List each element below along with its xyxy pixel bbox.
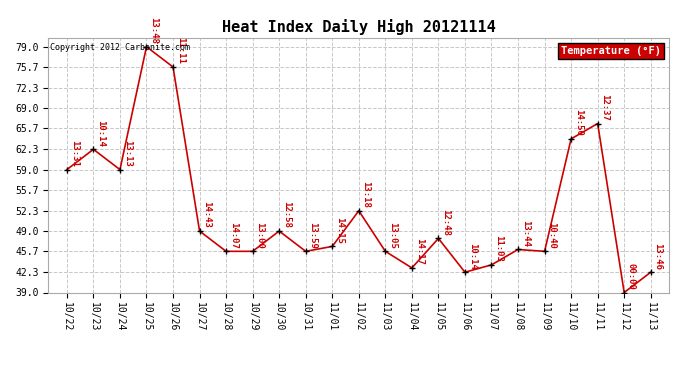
- Legend: Temperature (°F): Temperature (°F): [558, 43, 664, 59]
- Text: 11:03: 11:03: [494, 235, 503, 262]
- Text: Copyright 2012 Carbonite.com: Copyright 2012 Carbonite.com: [50, 43, 190, 52]
- Text: 12:37: 12:37: [600, 94, 609, 121]
- Text: 13:13: 13:13: [123, 140, 132, 167]
- Text: 14:15: 14:15: [335, 217, 344, 244]
- Text: 13:31: 13:31: [70, 140, 79, 167]
- Text: 14:17: 14:17: [415, 238, 424, 265]
- Text: 13:48: 13:48: [149, 17, 158, 44]
- Text: 10:40: 10:40: [547, 222, 556, 249]
- Text: 12:58: 12:58: [282, 201, 291, 228]
- Text: 13:46: 13:46: [653, 243, 662, 270]
- Text: 13:00: 13:00: [255, 222, 264, 249]
- Title: Heat Index Daily High 20121114: Heat Index Daily High 20121114: [222, 19, 495, 35]
- Text: 13:59: 13:59: [308, 222, 317, 249]
- Text: 14:43: 14:43: [202, 201, 211, 228]
- Text: 13:05: 13:05: [388, 222, 397, 249]
- Text: 10:14: 10:14: [468, 243, 477, 270]
- Text: 14:07: 14:07: [229, 222, 238, 249]
- Text: 13:44: 13:44: [521, 220, 530, 247]
- Text: 11:11: 11:11: [176, 38, 185, 64]
- Text: 12:48: 12:48: [441, 209, 450, 236]
- Text: 10:14: 10:14: [96, 120, 105, 147]
- Text: 14:50: 14:50: [574, 109, 583, 136]
- Text: 00:00: 00:00: [627, 263, 636, 290]
- Text: 13:18: 13:18: [362, 181, 371, 208]
